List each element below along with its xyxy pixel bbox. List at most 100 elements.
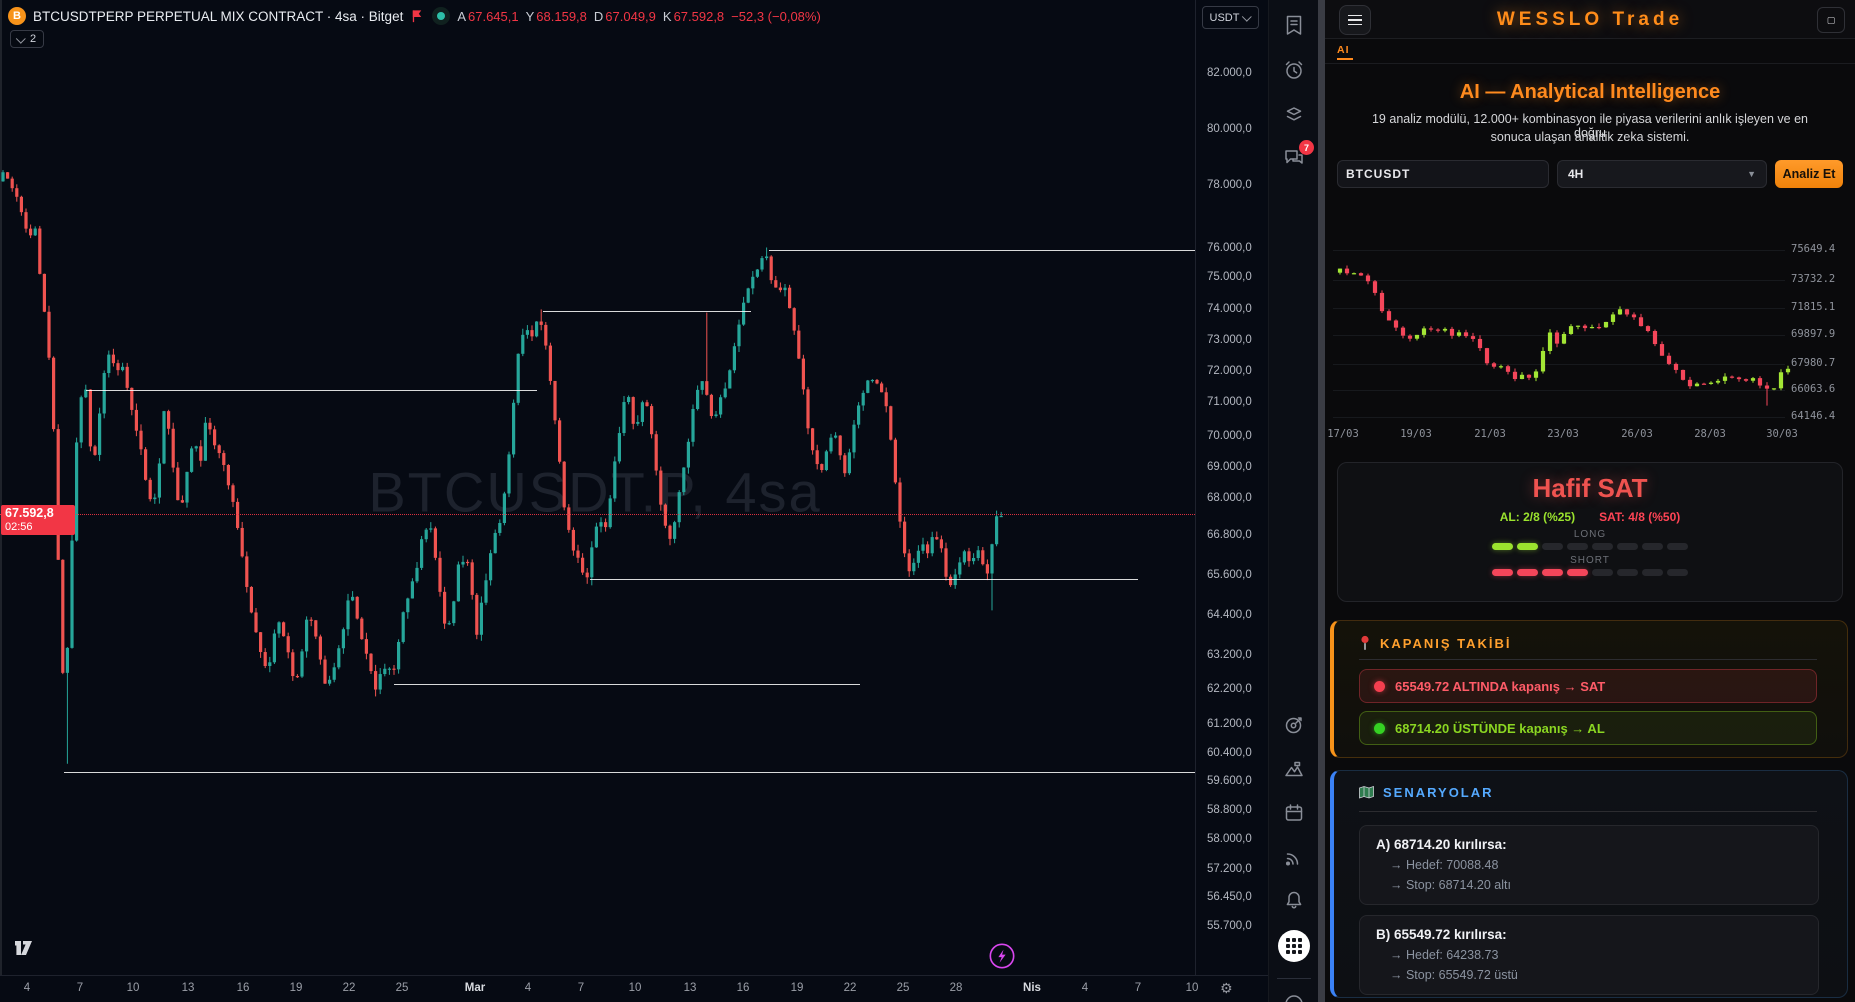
long-pill [1592,543,1613,550]
price-tick: 80.000,0 [1207,123,1252,135]
currency-selector[interactable]: USDT [1202,6,1259,29]
time-tick: 7 [1134,982,1142,994]
symbol-title[interactable]: BTCUSDTPERP PERPETUAL MIX CONTRACT · 4sa… [33,8,404,24]
panel-header [1325,0,1855,39]
bell-icon[interactable] [1282,888,1306,912]
chevron-down-icon: ▼ [1747,169,1756,179]
right-toolbar: 7 [1268,0,1319,1002]
tradingview-logo[interactable] [14,940,40,961]
price-tick: 55.700,0 [1207,920,1252,932]
menu-button[interactable] [1339,5,1371,35]
time-tick: 13 [683,982,697,994]
calendar-icon[interactable] [1282,801,1306,825]
apps-grid-button[interactable] [1278,930,1310,962]
mini-time-tick: 19/03 [1400,428,1432,440]
scenario-b-target: → Hedef: 64238.73 [1390,948,1499,962]
long-pill [1492,543,1513,550]
buy-trigger-row[interactable]: 68714.20 ÜSTÜNDE kapanış → AL [1359,711,1817,745]
horizontal-ray[interactable] [86,390,537,391]
divider [1359,659,1817,660]
ideas-icon[interactable] [1282,757,1306,781]
timeframe-select[interactable]: 4H ▼ [1557,160,1767,188]
ai-subtitle-line2: sonuca ulaşan analitik zeka sistemi. [1490,130,1690,144]
bitcoin-icon: B [8,7,26,25]
object-tree-icon[interactable] [1282,103,1306,127]
indicator-collapse-button[interactable]: 2 [10,30,45,48]
horizontal-ray[interactable] [769,250,1195,251]
scenarios-card: SENARYOLAR A) 68714.20 kırılırsa: → Hede… [1330,770,1848,998]
map-icon [1359,786,1374,799]
bar-countdown: 02:56 [5,521,33,533]
last-price: 67.592,8 [5,506,54,520]
short-pill [1542,569,1563,576]
mini-time-tick: 26/03 [1621,428,1653,440]
divider [1359,811,1817,812]
lightning-icon[interactable] [988,942,1016,970]
time-tick: 7 [76,982,84,994]
tab-ai[interactable]: AI [1337,44,1350,56]
chevron-down-icon [1242,11,1253,22]
long-pill [1667,543,1688,550]
horizontal-ray[interactable] [543,311,751,312]
short-pill [1592,569,1613,576]
scenario-b-title: B) 65549.72 kırılırsa: [1376,927,1507,942]
long-pill [1542,543,1563,550]
mini-price-tick: 69897.9 [1791,328,1836,340]
mini-price-tick: 75649.4 [1791,243,1836,255]
time-tick: 4 [23,982,31,994]
price-tick: 63.200,0 [1207,649,1252,661]
price-tick: 69.000,0 [1207,461,1252,473]
price-tick: 58.800,0 [1207,804,1252,816]
timeframe-value: 4H [1568,167,1584,181]
flag-icon[interactable] [410,9,425,24]
help-icon[interactable] [1282,990,1306,1002]
pane-left-edge [0,0,2,975]
market-status-icon [432,7,451,25]
symbol-input[interactable] [1337,160,1549,188]
price-tick: 75.000,0 [1207,271,1252,283]
hotlist-target-icon[interactable] [1282,713,1306,737]
analyze-button[interactable]: Analiz Et [1775,160,1843,188]
mini-price-tick: 71815.1 [1791,301,1836,313]
watchlist-icon[interactable] [1282,13,1306,37]
close-tracking-title: KAPANIŞ TAKİBİ [1380,635,1512,651]
chevron-down-icon [15,33,26,44]
signal-counts: AL: 2/8 (%25) SAT: 4/8 (%50) [1338,510,1842,524]
indicator-count: 2 [30,33,37,45]
price-tick: 66.800,0 [1207,529,1252,541]
horizontal-ray[interactable] [394,684,860,685]
panel-resize-handle[interactable] [1318,0,1325,1002]
scenario-a[interactable]: A) 68714.20 kırılırsa: → Hedef: 70088.48… [1359,825,1819,905]
price-tick: 58.000,0 [1207,833,1252,845]
mini-time-tick: 23/03 [1547,428,1579,440]
long-pill [1617,543,1638,550]
time-tick: 19 [790,982,804,994]
mini-time-tick: 21/03 [1474,428,1506,440]
long-label: LONG [1573,529,1607,540]
alerts-clock-icon[interactable] [1282,58,1306,82]
horizontal-ray[interactable] [590,579,1138,580]
chat-icon[interactable] [1282,146,1306,170]
mini-time-tick: 17/03 [1327,428,1359,440]
time-tick: 28 [949,982,963,994]
short-pill [1617,569,1638,576]
window-button[interactable]: ▢ [1817,7,1845,33]
time-tick: 4 [1081,982,1089,994]
ai-subtitle-line1: 19 analiz modülü, 12.000+ kombinasyon il… [1371,112,1809,140]
sell-trigger-text: 65549.72 ALTINDA kapanış → SAT [1395,678,1606,694]
news-feed-icon[interactable] [1282,845,1306,869]
mini-chart: 75649.4 73732.2 71815.1 69897.9 67980.7 66063… [1325,236,1855,448]
scenario-b[interactable]: B) 65549.72 kırılırsa: → Hedef: 64238.73… [1359,915,1819,995]
short-pill [1642,569,1663,576]
price-tick: 61.200,0 [1207,718,1252,730]
buy-trigger-text: 68714.20 ÜSTÜNDE kapanış → AL [1395,720,1605,736]
chart-area[interactable]: BTCUSDT.P, 4sa B BTCUSDTPERP PERPETUAL M… [0,0,1268,1002]
time-tick: 25 [896,982,910,994]
horizontal-ray[interactable] [64,772,1195,773]
time-axis[interactable]: ⚙ 4 7 10 13 16 19 22 25 Mar 4 7 10 13 16 19 22 25 28 Nis 4 7… [0,975,1268,1002]
gear-icon[interactable]: ⚙ [1220,980,1233,996]
price-axis[interactable]: USDT 82.000,0 80.000,0 78.000,0 76.000,0 75.… [1195,0,1269,975]
price-tick: 56.450,0 [1207,891,1252,903]
sell-trigger-row[interactable]: 65549.72 ALTINDA kapanış → SAT [1359,669,1817,703]
